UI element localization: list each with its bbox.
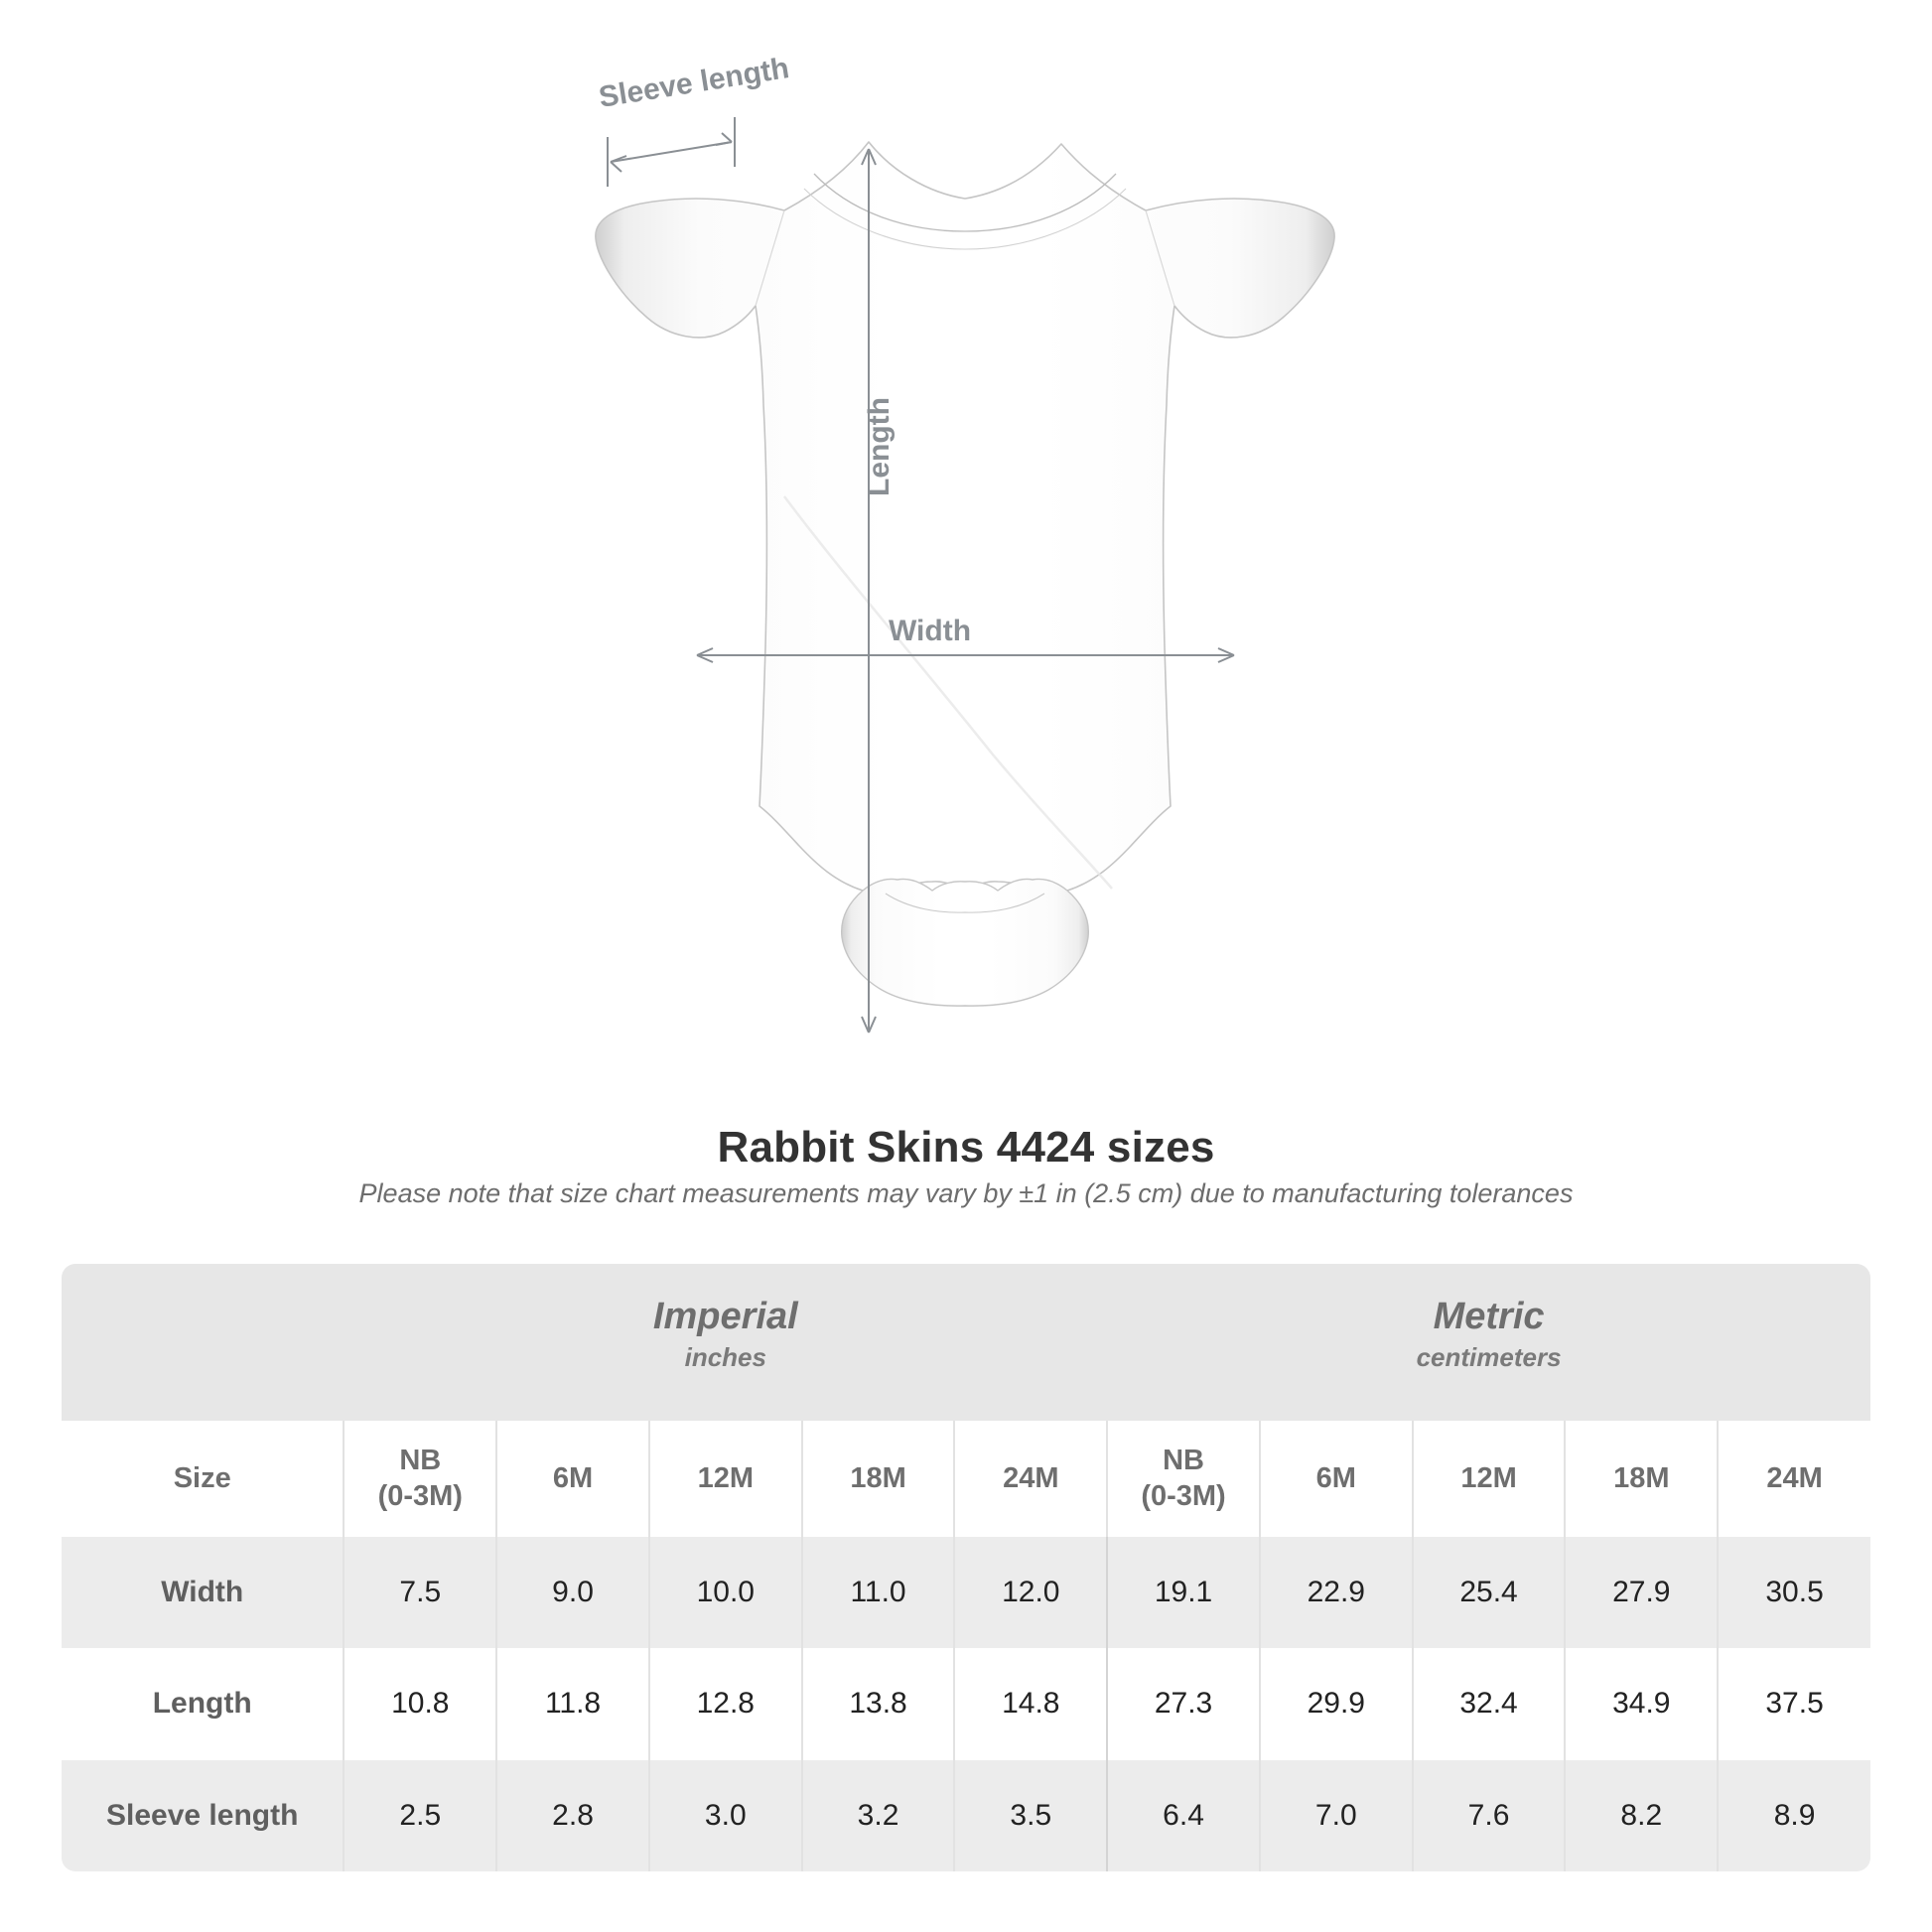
svg-text:Width: Width — [889, 615, 971, 647]
svg-text:Length: Length — [863, 397, 896, 496]
svg-text:Sleeve length: Sleeve length — [597, 52, 791, 114]
